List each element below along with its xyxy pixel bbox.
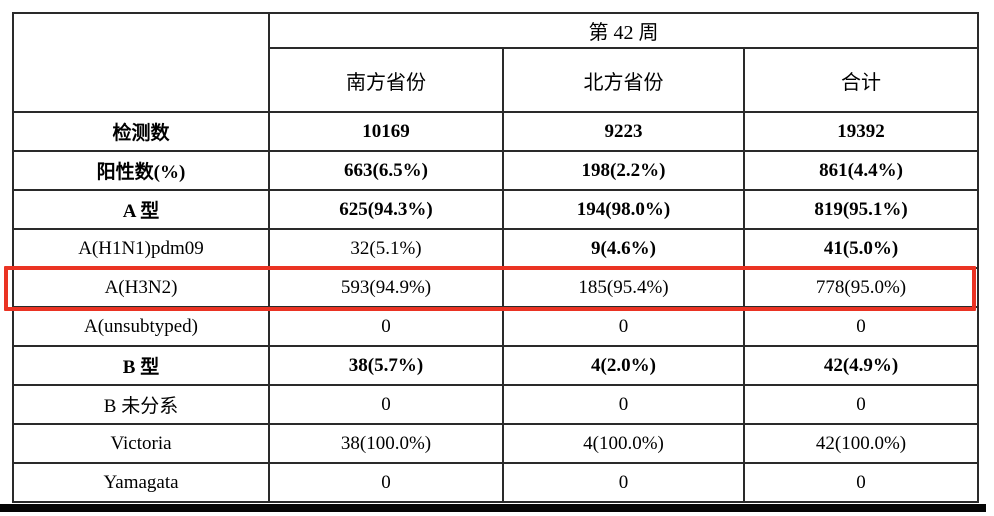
cell-value: 778(95.0%) <box>742 267 980 308</box>
flu-surveillance-table: 第 42 周 南方省份 北方省份 合计 检测数 10169 9223 19392… <box>12 12 980 503</box>
table-row-type-b: B 型 38(5.7%) 4(2.0%) 42(4.9%) <box>12 345 980 386</box>
cell-value: 10169 <box>268 111 504 152</box>
cell-value: 194(98.0%) <box>502 189 745 230</box>
table-row-positive: 阳性数(%) 663(6.5%) 198(2.2%) 861(4.4%) <box>12 150 980 191</box>
row-label: A(unsubtyped) <box>12 306 270 347</box>
cell-value: 0 <box>742 306 980 347</box>
cell-value: 185(95.4%) <box>502 267 745 308</box>
row-label: 阳性数(%) <box>12 150 270 191</box>
table-row-tested: 检测数 10169 9223 19392 <box>12 111 980 152</box>
table-row-h1n1pdm09: A(H1N1)pdm09 32(5.1%) 9(4.6%) 41(5.0%) <box>12 228 980 269</box>
row-label: A(H1N1)pdm09 <box>12 228 270 269</box>
table-row-yamagata: Yamagata 0 0 0 <box>12 462 980 503</box>
cell-value: 819(95.1%) <box>742 189 980 230</box>
table-row-h3n2: A(H3N2) 593(94.9%) 185(95.4%) 778(95.0%) <box>12 267 980 308</box>
cell-value: 32(5.1%) <box>268 228 504 269</box>
col-header-total: 合计 <box>742 47 980 113</box>
cell-value: 38(100.0%) <box>268 423 504 464</box>
cell-value: 19392 <box>742 111 980 152</box>
row-label: Yamagata <box>12 462 270 503</box>
table-row-b-unassigned: B 未分系 0 0 0 <box>12 384 980 425</box>
cell-value: 0 <box>268 384 504 425</box>
cell-value: 41(5.0%) <box>742 228 980 269</box>
row-label: A(H3N2) <box>12 267 270 308</box>
cell-value: 663(6.5%) <box>268 150 504 191</box>
cell-value: 198(2.2%) <box>502 150 745 191</box>
cell-value: 42(100.0%) <box>742 423 980 464</box>
cell-value: 861(4.4%) <box>742 150 980 191</box>
cell-value: 9223 <box>502 111 745 152</box>
week-header-row: 第 42 周 <box>12 12 980 113</box>
cell-value: 0 <box>268 462 504 503</box>
cell-value: 42(4.9%) <box>742 345 980 386</box>
cell-value: 0 <box>742 384 980 425</box>
table-row-victoria: Victoria 38(100.0%) 4(100.0%) 42(100.0%) <box>12 423 980 464</box>
cell-value: 0 <box>742 462 980 503</box>
column-header-row: 南方省份 北方省份 合计 <box>13 47 980 113</box>
cell-value: 625(94.3%) <box>268 189 504 230</box>
row-label: A 型 <box>12 189 270 230</box>
cell-value: 0 <box>502 306 745 347</box>
cell-value: 4(100.0%) <box>502 423 745 464</box>
page-bottom-rule <box>0 504 986 512</box>
row-label: B 型 <box>12 345 270 386</box>
week-header: 第 42 周 <box>267 12 980 49</box>
table-row-type-a: A 型 625(94.3%) 194(98.0%) 819(95.1%) <box>12 189 980 230</box>
cell-value: 0 <box>268 306 504 347</box>
col-header-south: 南方省份 <box>268 47 504 113</box>
row-label: 检测数 <box>12 111 270 152</box>
cell-value: 0 <box>502 384 745 425</box>
cell-value: 593(94.9%) <box>268 267 504 308</box>
corner-empty-cell <box>12 12 270 113</box>
row-label: B 未分系 <box>12 384 270 425</box>
table-row-a-unsubtyped: A(unsubtyped) 0 0 0 <box>12 306 980 347</box>
cell-value: 9(4.6%) <box>502 228 745 269</box>
cell-value: 4(2.0%) <box>502 345 745 386</box>
col-header-north: 北方省份 <box>502 47 745 113</box>
row-label: Victoria <box>12 423 270 464</box>
cell-value: 38(5.7%) <box>268 345 504 386</box>
cell-value: 0 <box>502 462 745 503</box>
